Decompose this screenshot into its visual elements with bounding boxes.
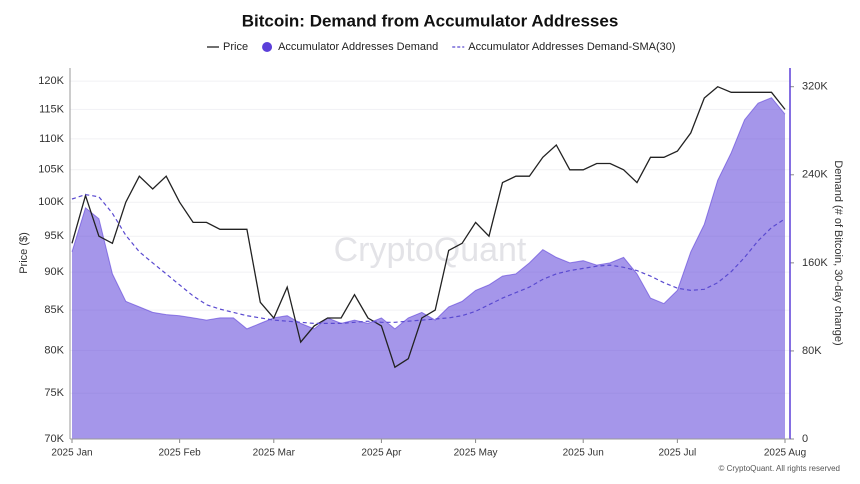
legend-label: Price	[223, 41, 248, 53]
y-tick-label: 115K	[39, 103, 65, 115]
chart-title: Bitcoin: Demand from Accumulator Address…	[242, 11, 619, 30]
y2-axis-label: Demand (# of Bitcoin, 30-day change)	[832, 160, 844, 345]
x-tick-label: 2025 Jul	[658, 448, 696, 459]
y-tick-label: 100K	[38, 196, 64, 208]
x-tick-label: 2025 Feb	[158, 448, 201, 459]
legend-label: Accumulator Addresses Demand-SMA(30)	[468, 41, 675, 53]
legend-marker	[262, 42, 273, 52]
y2-tick-label: 0	[802, 433, 808, 445]
y-tick-label: 85K	[44, 304, 64, 316]
footer: © CryptoQuant. All rights reserved	[719, 464, 841, 473]
sma-line	[71, 193, 786, 324]
x-tick-label: 2025 Jun	[563, 448, 604, 459]
y-tick-label: 90K	[44, 266, 64, 278]
y-axis-label: Price ($)	[18, 232, 30, 274]
y2-tick-label: 240K	[802, 169, 828, 181]
y-tick-label: 80K	[44, 344, 64, 356]
y-tick-label: 110K	[39, 133, 65, 145]
x-tick-label: 2025 Jan	[51, 448, 92, 459]
watermark: CryptoQuant	[334, 231, 527, 269]
x-tick-label: 2025 Aug	[764, 448, 806, 459]
x-tick-label: 2025 Apr	[361, 448, 402, 459]
y2-tick-label: 80K	[802, 345, 822, 357]
y2-tick-label: 160K	[802, 257, 828, 269]
x-tick-label: 2025 Mar	[253, 448, 296, 459]
y-tick-label: 105K	[38, 164, 64, 176]
y-tick-label: 95K	[44, 230, 64, 242]
y2-tick-label: 320K	[802, 81, 828, 93]
area	[72, 97, 785, 439]
area-edge	[71, 97, 786, 330]
legend-label: Accumulator Addresses Demand	[278, 41, 438, 53]
price-line	[71, 85, 786, 369]
y-tick-label: 70K	[44, 433, 64, 445]
y-tick-label: 75K	[44, 387, 64, 399]
legend: Price Accumulator Addresses Demand Accumul…	[207, 41, 676, 53]
x-tick-label: 2025 May	[454, 448, 498, 459]
y-tick-label: 120K	[38, 75, 64, 87]
